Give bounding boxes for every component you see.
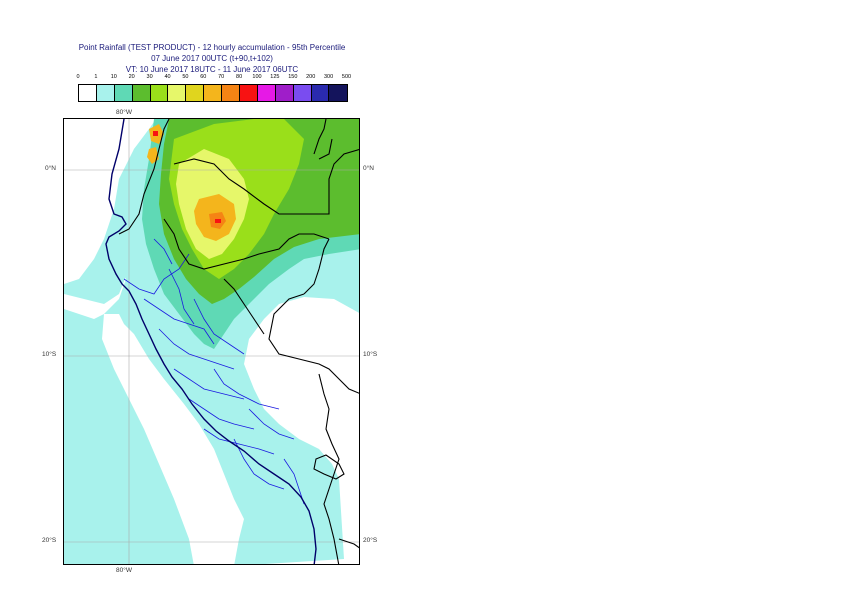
legend-swatch (240, 85, 258, 101)
rain-field-north-red (153, 131, 158, 136)
region-border (173, 368, 245, 400)
legend-swatch (311, 85, 330, 101)
country-border (118, 119, 170, 235)
legend-tick: 500 (341, 74, 352, 80)
legend-swatch (257, 85, 276, 101)
legend-swatch (275, 85, 294, 101)
lat-label-0-right: 0°N (363, 165, 374, 172)
lat-label-20s-right: 20°S (363, 537, 378, 544)
legend-tick: 40 (164, 74, 171, 80)
legend-swatch (132, 85, 151, 101)
region-border (153, 238, 173, 265)
chart-title: Point Rainfall (TEST PRODUCT) - 12 hourl… (78, 43, 346, 52)
legend-swatch (293, 85, 312, 101)
country-border (313, 119, 327, 155)
chart-subtitle-validity: VT: 10 June 2017 18UTC - 11 June 2017 06… (125, 65, 299, 74)
legend-tick: 150 (288, 74, 298, 80)
legend-swatch (96, 85, 115, 101)
legend-swatch (150, 85, 169, 101)
legend-swatch (79, 85, 97, 101)
legend-tick: 0 (76, 74, 80, 80)
country-borders (118, 119, 359, 564)
region-border (143, 298, 215, 345)
region-border (213, 368, 280, 410)
lat-label-0-left: 0°N (45, 165, 56, 172)
legend-tick: 70 (218, 74, 225, 80)
legend-tick: 60 (200, 74, 207, 80)
legend-swatch (114, 85, 133, 101)
region-border (248, 408, 295, 440)
legend-tick: 100 (252, 74, 262, 80)
chart-subtitle-run: 07 June 2017 00UTC (t+90,t+102) (151, 54, 273, 63)
region-border (203, 428, 275, 455)
country-border (163, 218, 330, 270)
lat-label-10s-left: 10°S (42, 351, 57, 358)
rainfall-map (64, 119, 359, 564)
region-border (188, 398, 255, 430)
coastline (105, 119, 317, 564)
region-border (123, 253, 190, 295)
country-border (313, 454, 345, 480)
country-border (338, 538, 359, 549)
country-border (318, 138, 333, 160)
region-border (168, 268, 195, 325)
rainfall-fields (64, 119, 359, 564)
legend-tick: 200 (306, 74, 316, 80)
region-border (158, 328, 235, 370)
map-panel (63, 118, 360, 565)
lon-label-top: 80°W (116, 109, 132, 116)
region-border (193, 298, 245, 355)
region-borders (123, 238, 305, 505)
legend-swatch (329, 85, 348, 101)
legend-tick: 125 (270, 74, 280, 80)
lon-label-bottom: 80°W (116, 567, 132, 574)
region-border (233, 438, 285, 490)
country-border (268, 293, 359, 394)
legend-tick: 300 (324, 74, 334, 80)
country-border (318, 373, 340, 564)
legend-swatch (222, 85, 241, 101)
legend-tick: 50 (182, 74, 189, 80)
legend-tick: 80 (236, 74, 243, 80)
legend-swatch (168, 85, 187, 101)
legend-tick: 1 (94, 74, 98, 80)
country-border (303, 238, 330, 295)
country-border (223, 278, 265, 335)
legend-swatch (204, 85, 223, 101)
legend-tick: 20 (128, 74, 135, 80)
color-legend (78, 84, 349, 102)
legend-tick: 10 (110, 74, 117, 80)
rain-field-coastal (64, 119, 184, 304)
legend-tick: 30 (146, 74, 153, 80)
region-border (283, 458, 305, 505)
country-border (173, 149, 359, 215)
legend-swatch (186, 85, 205, 101)
lat-label-10s-right: 10°S (363, 351, 378, 358)
graticule (64, 119, 359, 564)
lat-label-20s-left: 20°S (42, 537, 57, 544)
rain-field-80mm (215, 219, 221, 223)
